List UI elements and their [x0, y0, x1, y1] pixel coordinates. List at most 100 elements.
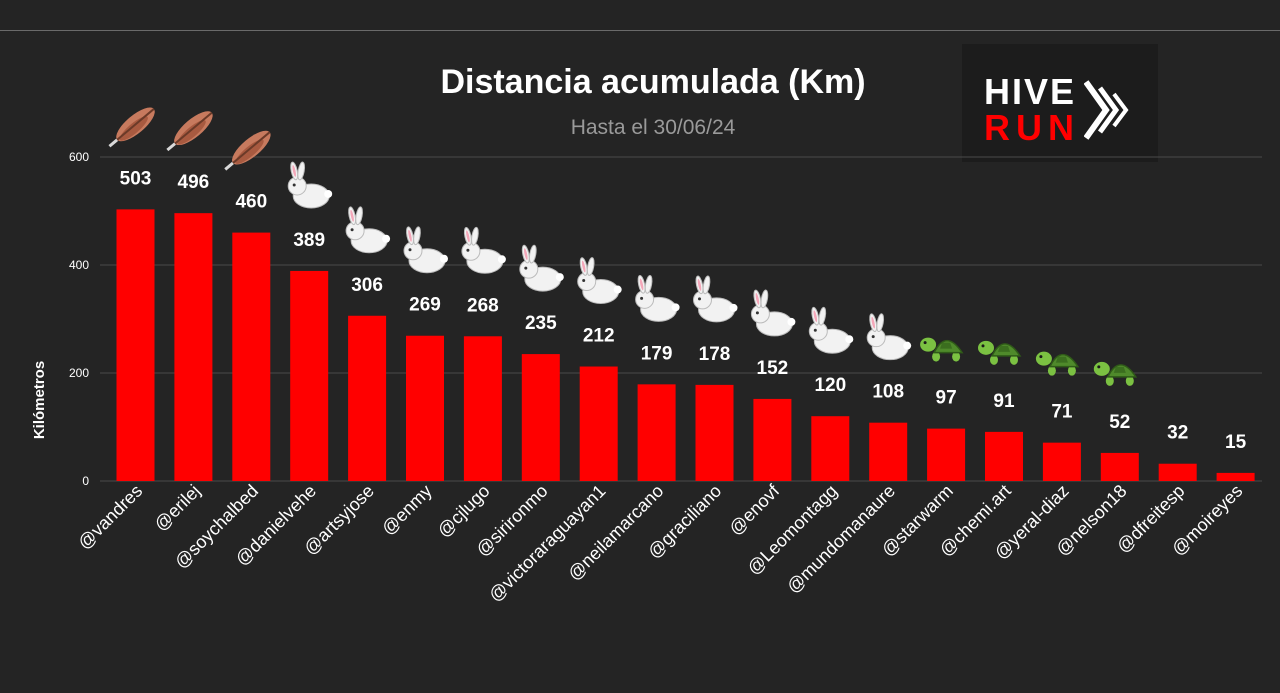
bar — [637, 384, 676, 481]
feather-quill — [224, 161, 234, 171]
bar — [869, 422, 908, 481]
feather-quill — [108, 138, 119, 148]
rabbit-tail — [671, 303, 680, 312]
value-label: 32 — [1167, 423, 1188, 444]
rabbit-eye — [640, 296, 644, 300]
badges — [108, 107, 1138, 386]
x-tick-label: @mundomanaure — [783, 481, 899, 597]
rabbit-tail — [787, 317, 796, 326]
bar — [1042, 442, 1081, 481]
rabbit-ear — [818, 306, 827, 326]
rabbit-icon — [750, 289, 796, 337]
rabbit-ear — [528, 244, 537, 264]
bar — [116, 209, 155, 481]
value-label: 108 — [872, 382, 904, 403]
value-label: 306 — [351, 275, 383, 296]
rabbit-tail — [613, 285, 622, 294]
rabbit-ear — [876, 313, 885, 333]
rabbit-ear — [355, 206, 363, 226]
value-label: 97 — [936, 388, 957, 409]
turtle-leg — [952, 351, 961, 362]
bar — [463, 336, 502, 481]
rabbit-ear-inner — [292, 165, 296, 177]
feather-shade — [177, 120, 206, 145]
x-tick-label: @erilej — [150, 481, 204, 535]
value-label: 268 — [467, 295, 499, 316]
value-label: 235 — [525, 313, 557, 334]
rabbit-tail — [382, 234, 391, 243]
turtle-leg — [1105, 375, 1114, 386]
rabbit-eye — [524, 266, 528, 270]
turtle-shell-pattern — [1055, 356, 1068, 363]
rabbit-ear-inner — [871, 316, 875, 329]
feather-shaft — [172, 111, 213, 146]
feather-shade — [235, 139, 264, 164]
x-tick-labels: @vandres @erilej@soychalbed@danielvehe@ar… — [74, 480, 1246, 605]
turtle-icon — [920, 337, 964, 362]
rabbit-eye — [871, 335, 875, 339]
turtle-icon — [1035, 351, 1080, 376]
rabbit-icon — [693, 275, 738, 323]
turtle-leg — [932, 351, 941, 362]
value-label: 71 — [1051, 402, 1073, 423]
bar — [174, 213, 213, 481]
rabbit-ear-inner — [639, 278, 644, 291]
rabbit-eye — [350, 228, 354, 232]
rabbit-ear-inner — [697, 279, 702, 291]
rabbit-ear-inner — [466, 230, 470, 243]
rabbit-ear — [644, 274, 653, 294]
turtle-icon — [978, 340, 1022, 365]
rabbit-ear — [297, 161, 306, 181]
bar — [985, 431, 1023, 481]
y-tick-label: 0 — [82, 474, 89, 488]
value-label: 52 — [1109, 412, 1130, 433]
turtle-shell-pattern — [940, 342, 953, 349]
feather-shaft — [230, 131, 271, 166]
rabbit-ear-inner — [408, 229, 412, 242]
value-label: 15 — [1225, 432, 1247, 453]
logo-text-run: RUN — [984, 107, 1080, 148]
feather-icon — [108, 107, 155, 148]
value-label: 91 — [993, 391, 1015, 412]
rabbit-tail — [440, 254, 448, 263]
bars — [116, 209, 1255, 481]
rabbit-icon — [287, 161, 333, 209]
turtle-leg — [1047, 365, 1056, 376]
value-label: 178 — [699, 344, 731, 365]
turtle-eye — [923, 341, 927, 345]
rabbit-tail — [845, 335, 854, 344]
bar — [811, 416, 850, 481]
feather-icon — [224, 130, 271, 171]
rabbit-icon — [577, 257, 622, 305]
rabbit-ear-inner — [581, 260, 586, 273]
grid-lines — [100, 156, 1262, 482]
feather-quill — [166, 142, 176, 152]
x-tick-label: @enmy — [378, 481, 436, 539]
bar — [695, 384, 734, 481]
rabbit-eye — [698, 297, 701, 301]
turtle-leg — [1067, 365, 1076, 376]
value-label: 460 — [235, 192, 267, 213]
turtle-leg — [1010, 354, 1018, 365]
turtle-leg — [1125, 375, 1134, 386]
rabbit-tail — [729, 303, 738, 312]
bar — [1100, 452, 1139, 481]
rabbit-ear-inner — [350, 209, 354, 222]
bar — [232, 232, 271, 481]
value-label: 503 — [120, 168, 152, 189]
rabbit-tail — [555, 273, 564, 282]
rabbit-eye — [408, 248, 412, 252]
rabbit-icon — [635, 274, 680, 322]
y-tick-label: 600 — [69, 150, 89, 164]
rabbit-icon — [403, 226, 448, 274]
value-label: 269 — [409, 295, 441, 316]
rabbit-ear — [760, 289, 769, 309]
x-tick-label: @enovf — [725, 480, 784, 539]
value-label: 496 — [178, 172, 210, 193]
chevrons-icon — [1084, 80, 1129, 140]
rabbit-ear-inner — [813, 310, 818, 323]
bar — [1158, 463, 1197, 481]
rabbit-icon — [866, 313, 912, 361]
turtle-shell-pattern — [1113, 366, 1126, 373]
